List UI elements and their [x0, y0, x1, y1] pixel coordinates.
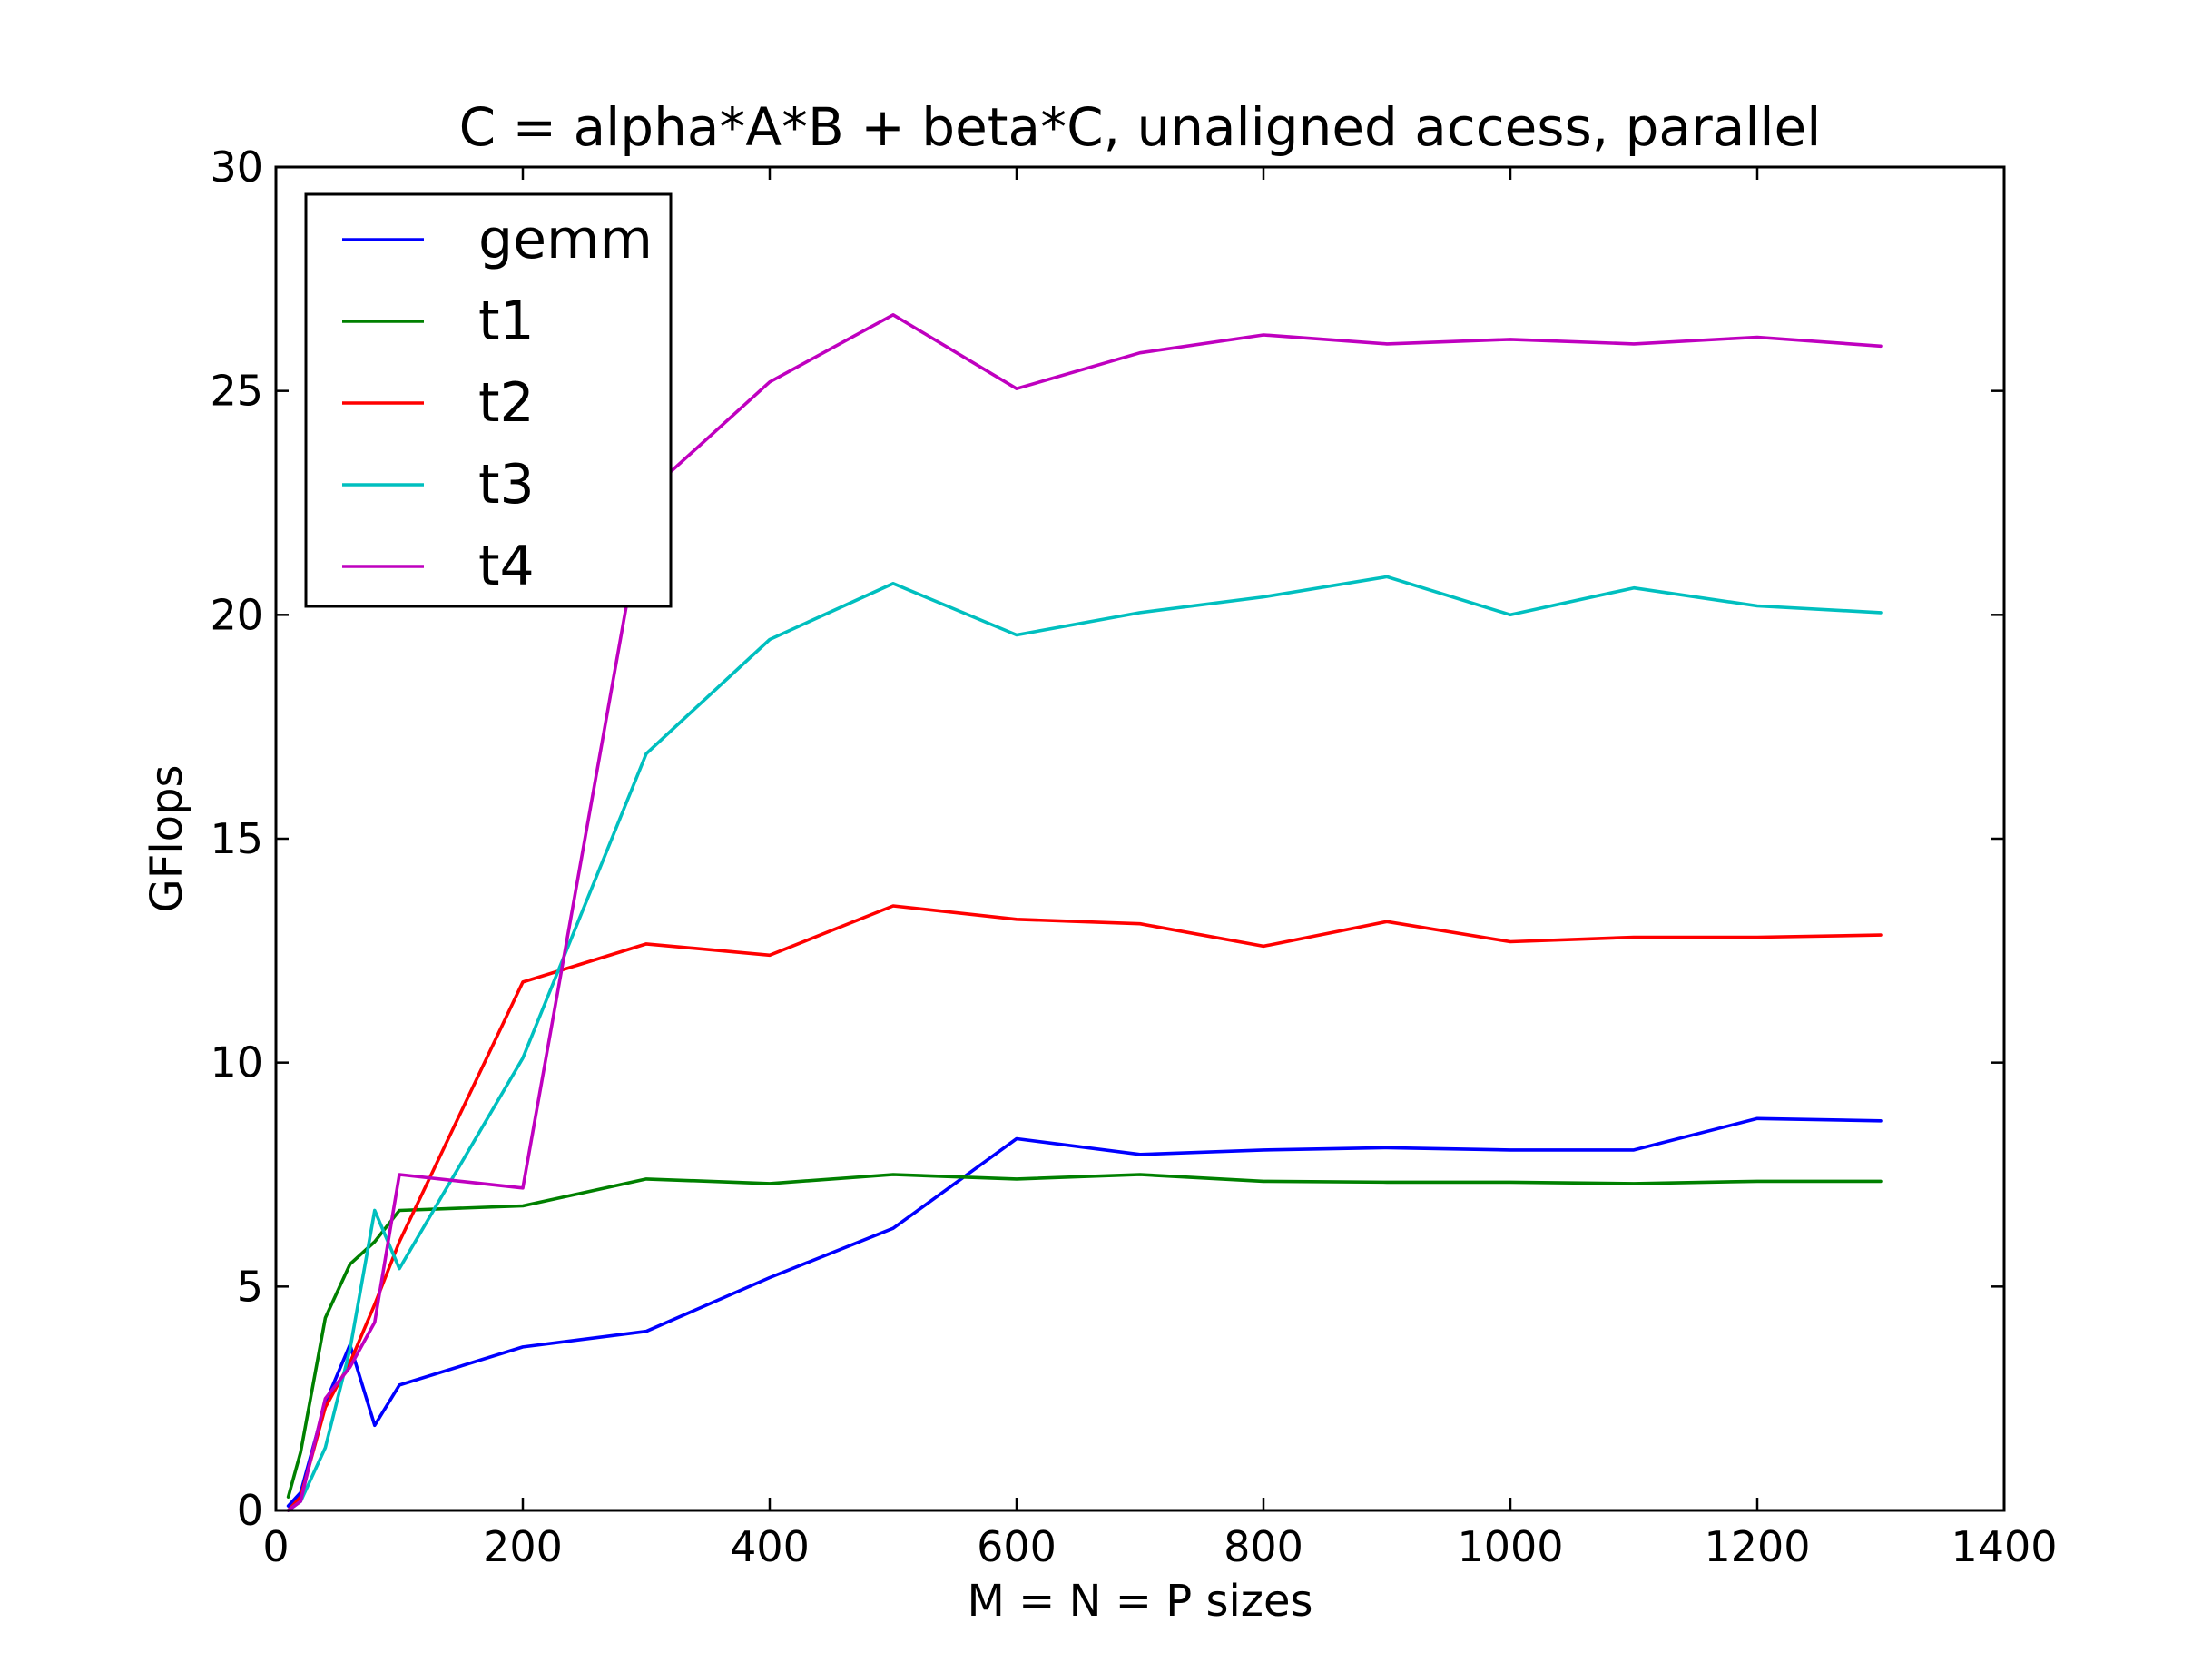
series-line-t3 — [286, 575, 1883, 1512]
x-tick-label: 0 — [262, 1522, 289, 1571]
y-tick-label: 15 — [210, 814, 263, 863]
legend-label-t3: t3 — [478, 453, 535, 516]
x-axis-title: M = N = P sizes — [967, 1576, 1312, 1627]
y-tick-label: 5 — [237, 1262, 263, 1311]
series-group — [286, 312, 1883, 1512]
x-tick-label: 1200 — [1704, 1522, 1810, 1571]
y-tick-label: 30 — [210, 143, 263, 192]
legend-label-t4: t4 — [478, 535, 535, 598]
series-line-t1 — [286, 1173, 1883, 1499]
legend-box — [304, 192, 673, 608]
x-tick-label: 1400 — [1951, 1522, 2057, 1571]
legend-label-t1: t1 — [478, 290, 535, 353]
x-tick-label: 200 — [483, 1522, 563, 1571]
series-line-gemm — [286, 1116, 1883, 1508]
x-tick-label: 400 — [730, 1522, 810, 1571]
legend-label-t2: t2 — [478, 371, 535, 435]
legend: gemm t1 t2 t3 t4 — [304, 192, 673, 608]
x-tick-label: 800 — [1224, 1522, 1303, 1571]
chart-title: C = alpha*A*B + beta*C, unaligned access… — [459, 96, 1822, 158]
y-tick-label: 20 — [210, 590, 263, 639]
y-axis-title: GFlops — [142, 765, 192, 913]
x-tick-label: 1000 — [1457, 1522, 1563, 1571]
y-tick-label: 10 — [210, 1038, 263, 1087]
y-tick-label: 0 — [237, 1486, 263, 1535]
legend-label-gemm: gemm — [478, 208, 653, 271]
series-line-t4 — [286, 312, 1883, 1512]
x-tick-label: 600 — [977, 1522, 1057, 1571]
y-tick-label: 25 — [210, 367, 263, 416]
axis-ticks: 0 200 400 600 800 1000 1200 1400 0 5 10 15 20 25 30 — [210, 143, 2057, 1571]
